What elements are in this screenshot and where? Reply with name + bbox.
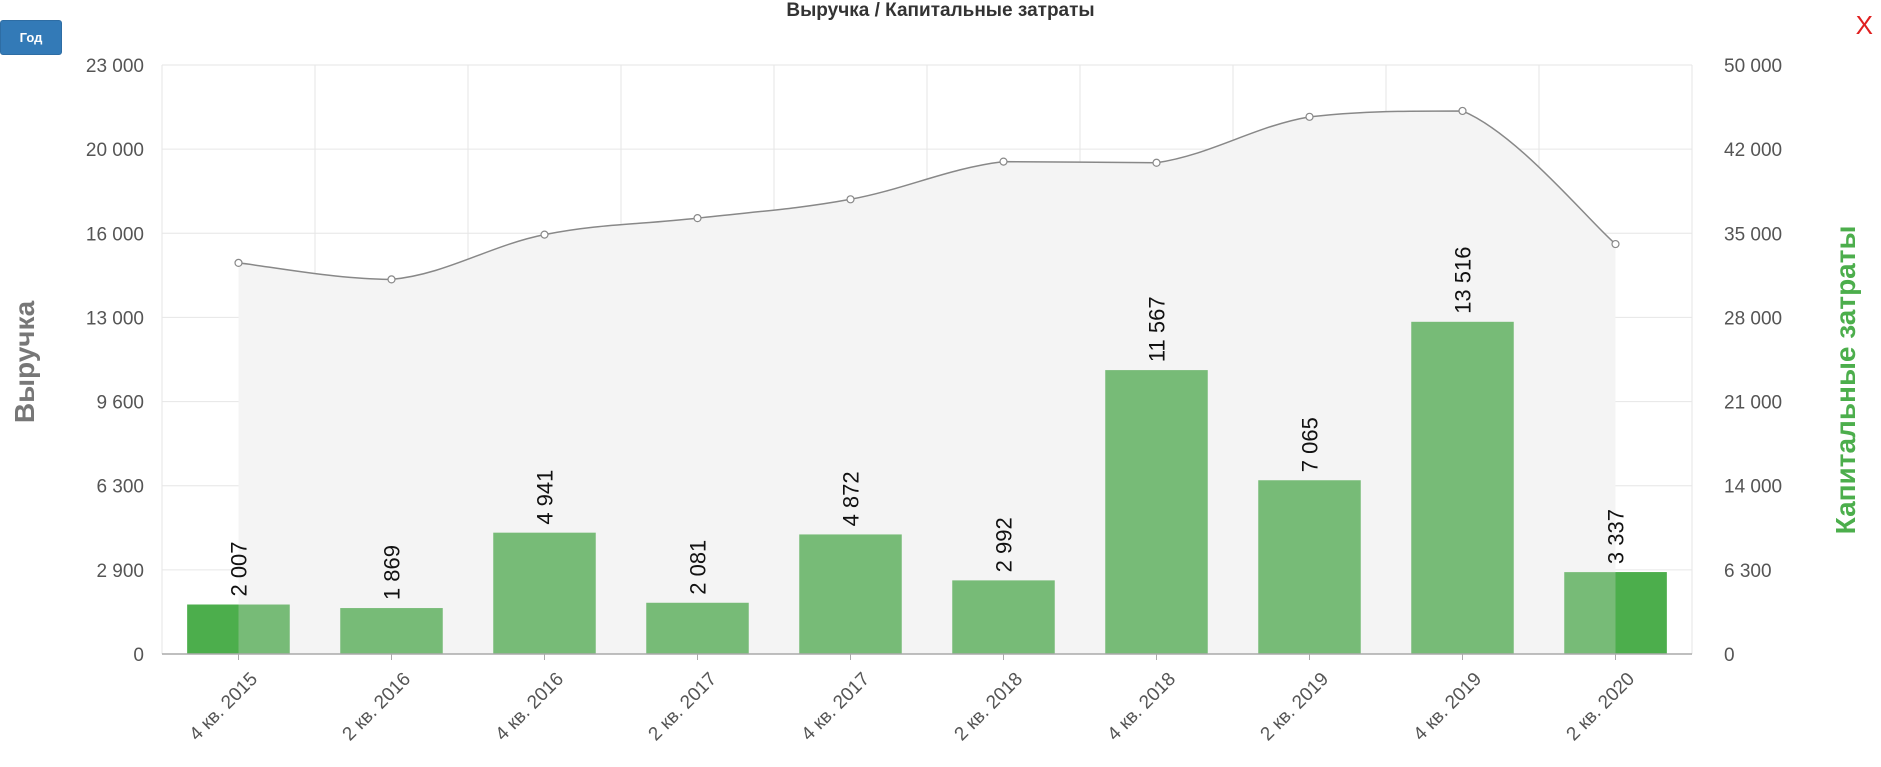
x-tick-label: 4 кв. 2019 bbox=[1410, 669, 1486, 745]
bar-value-label: 11 567 bbox=[1145, 296, 1170, 362]
bar-value-label: 4 872 bbox=[839, 471, 864, 526]
close-icon[interactable]: X bbox=[1855, 10, 1873, 40]
area-point[interactable] bbox=[387, 275, 396, 284]
chart-title: Выручка / Капитальные затраты bbox=[786, 0, 1095, 21]
bar-highlight bbox=[187, 604, 239, 654]
left-tick-label: 0 bbox=[133, 645, 144, 666]
period-year-button[interactable]: Год bbox=[0, 20, 62, 55]
bar-value-label: 13 516 bbox=[1451, 247, 1476, 314]
data-labels: 2 007 1 869 4 941 2 081 4 872 2 992 11 567 7 06… bbox=[227, 247, 1629, 601]
x-tick-label: 4 кв. 2018 bbox=[1104, 669, 1180, 745]
area-fill bbox=[238, 110, 1616, 654]
right-axis-title: Капитальные затраты bbox=[1830, 226, 1861, 535]
right-tick-label: 35 000 bbox=[1724, 224, 1782, 245]
bar-value-label: 2 007 bbox=[227, 541, 252, 596]
area-point[interactable] bbox=[846, 195, 855, 204]
bar-highlight bbox=[1615, 572, 1667, 654]
area-point[interactable] bbox=[1305, 112, 1314, 121]
x-tick-label: 4 кв. 2017 bbox=[798, 669, 874, 745]
left-axis-title: Выручка bbox=[9, 300, 40, 423]
bar-value-label: 2 081 bbox=[686, 540, 711, 595]
left-tick-label: 9 600 bbox=[96, 393, 144, 414]
x-tick-label: 2 кв. 2016 bbox=[339, 669, 415, 745]
right-tick-label: 50 000 bbox=[1724, 56, 1782, 77]
area-point[interactable] bbox=[1611, 239, 1620, 249]
area-point[interactable] bbox=[540, 230, 549, 239]
bar[interactable] bbox=[1105, 370, 1208, 654]
bar[interactable] bbox=[799, 534, 902, 654]
bar[interactable] bbox=[1411, 321, 1514, 654]
area-point[interactable] bbox=[1152, 158, 1161, 167]
bar-value-label: 3 337 bbox=[1604, 509, 1629, 564]
bar-value-label: 7 065 bbox=[1298, 417, 1323, 472]
area-line bbox=[238, 110, 1616, 281]
x-tick-label: 4 кв. 2016 bbox=[492, 669, 568, 745]
left-tick-label: 16 000 bbox=[86, 224, 144, 245]
bar[interactable] bbox=[646, 602, 749, 654]
area-point[interactable] bbox=[693, 214, 702, 223]
right-tick-label: 28 000 bbox=[1724, 308, 1782, 329]
bar-series bbox=[187, 321, 1667, 654]
x-tick-label: 2 кв. 2019 bbox=[1257, 669, 1333, 745]
x-tick-label: 2 кв. 2018 bbox=[951, 669, 1027, 745]
area-point[interactable] bbox=[1458, 106, 1467, 116]
bar-value-label: 2 992 bbox=[992, 517, 1017, 572]
bar[interactable] bbox=[952, 580, 1055, 654]
bar-value-label: 4 941 bbox=[533, 470, 558, 525]
left-tick-label: 6 300 bbox=[96, 477, 144, 498]
bar[interactable] bbox=[1258, 480, 1361, 654]
left-tick-label: 13 000 bbox=[86, 308, 144, 329]
left-tick-label: 20 000 bbox=[86, 140, 144, 161]
bar[interactable] bbox=[493, 532, 596, 654]
right-tick-label: 21 000 bbox=[1724, 393, 1782, 414]
left-tick-label: 2 900 bbox=[96, 561, 144, 582]
x-tick-label: 2 кв. 2020 bbox=[1563, 669, 1639, 745]
right-tick-label: 14 000 bbox=[1724, 477, 1782, 498]
bar[interactable] bbox=[340, 608, 443, 654]
area-point[interactable] bbox=[234, 258, 243, 268]
x-tick-label: 4 кв. 2015 bbox=[186, 669, 262, 745]
right-tick-label: 0 bbox=[1724, 645, 1735, 666]
bar-value-label: 1 869 bbox=[380, 545, 405, 600]
area-point[interactable] bbox=[999, 157, 1008, 166]
right-tick-label: 42 000 bbox=[1724, 140, 1782, 161]
x-tick-label: 2 кв. 2017 bbox=[645, 669, 721, 745]
left-tick-label: 23 000 bbox=[86, 56, 144, 77]
right-tick-label: 6 300 bbox=[1724, 561, 1772, 582]
